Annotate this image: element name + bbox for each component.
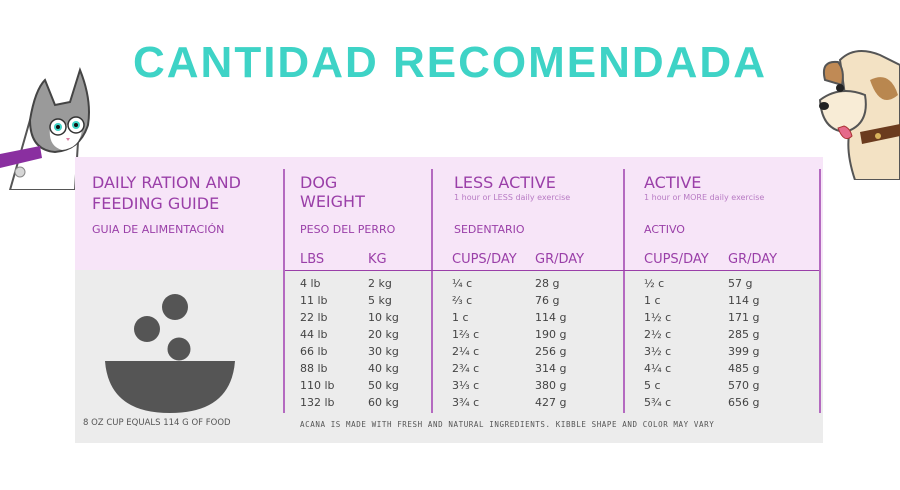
row-cups-active: 1 c bbox=[644, 294, 661, 307]
guide-title-line1: DAILY RATION AND bbox=[92, 173, 241, 192]
row-grams-active: 656 g bbox=[728, 396, 760, 409]
table-header-band bbox=[75, 157, 823, 270]
ingredients-disclaimer: ACANA IS MADE WITH FRESH AND NATURAL ING… bbox=[300, 420, 715, 429]
less-active-note: 1 hour or LESS daily exercise bbox=[454, 193, 571, 202]
feeding-guide-table: DAILY RATION AND FEEDING GUIDE GUIA DE A… bbox=[75, 157, 823, 443]
row-lbs: 66 lb bbox=[300, 345, 328, 358]
unit-cups-less: CUPS/DAY bbox=[452, 252, 517, 267]
row-cups-less: 2¼ c bbox=[452, 345, 480, 358]
row-grams-active: 171 g bbox=[728, 311, 760, 324]
row-grams-less: 380 g bbox=[535, 379, 567, 392]
unit-lbs: LBS bbox=[300, 252, 325, 267]
row-grams-active: 399 g bbox=[728, 345, 760, 358]
food-bowl-icon bbox=[105, 294, 235, 413]
row-kg: 40 kg bbox=[368, 362, 399, 375]
row-grams-less: 28 g bbox=[535, 277, 560, 290]
row-grams-less: 314 g bbox=[535, 362, 567, 375]
unit-kg: KG bbox=[368, 252, 387, 267]
row-cups-less: ⅔ c bbox=[452, 294, 473, 307]
row-cups-less: 3⅓ c bbox=[452, 379, 480, 392]
row-grams-active: 57 g bbox=[728, 277, 753, 290]
unit-grams-less: GR/DAY bbox=[535, 252, 585, 267]
column-divider bbox=[819, 169, 821, 413]
row-grams-active: 285 g bbox=[728, 328, 760, 341]
row-lbs: 44 lb bbox=[300, 328, 328, 341]
row-grams-less: 114 g bbox=[535, 311, 567, 324]
active-title: ACTIVE bbox=[644, 173, 702, 192]
row-lbs: 4 lb bbox=[300, 277, 321, 290]
row-kg: 60 kg bbox=[368, 396, 399, 409]
row-cups-less: ¼ c bbox=[452, 277, 473, 290]
row-cups-active: 5¾ c bbox=[644, 396, 672, 409]
row-grams-less: 427 g bbox=[535, 396, 567, 409]
guide-title-line2: FEEDING GUIDE bbox=[92, 194, 220, 213]
dog-illustration bbox=[818, 50, 900, 180]
row-cups-active: 4¼ c bbox=[644, 362, 672, 375]
row-cups-less: 2¾ c bbox=[452, 362, 480, 375]
cup-equivalence-note: 8 OZ CUP EQUALS 114 G OF FOOD bbox=[83, 418, 231, 428]
column-divider bbox=[431, 169, 433, 413]
row-grams-less: 76 g bbox=[535, 294, 560, 307]
row-cups-less: 1 c bbox=[452, 311, 469, 324]
row-cups-active: 1½ c bbox=[644, 311, 672, 324]
row-lbs: 110 lb bbox=[300, 379, 335, 392]
row-grams-less: 190 g bbox=[535, 328, 567, 341]
column-divider bbox=[623, 169, 625, 413]
row-cups-less: 1⅔ c bbox=[452, 328, 480, 341]
active-note: 1 hour or MORE daily exercise bbox=[644, 193, 765, 202]
row-kg: 2 kg bbox=[368, 277, 392, 290]
row-grams-active: 570 g bbox=[728, 379, 760, 392]
cat-illustration bbox=[0, 67, 90, 190]
row-kg: 30 kg bbox=[368, 345, 399, 358]
active-spanish-label: ACTIVO bbox=[644, 223, 685, 236]
row-kg: 5 kg bbox=[368, 294, 392, 307]
row-lbs: 132 lb bbox=[300, 396, 335, 409]
unit-cups-active: CUPS/DAY bbox=[644, 252, 709, 267]
guide-subtitle: GUIA DE ALIMENTACIÓN bbox=[92, 223, 225, 236]
page-title: CANTIDAD RECOMENDADA bbox=[133, 38, 767, 87]
unit-grams-active: GR/DAY bbox=[728, 252, 778, 267]
row-grams-less: 256 g bbox=[535, 345, 567, 358]
less-active-spanish-label: SEDENTARIO bbox=[454, 223, 525, 236]
header-underline bbox=[285, 270, 819, 271]
column-divider bbox=[283, 169, 285, 413]
row-lbs: 11 lb bbox=[300, 294, 328, 307]
row-cups-active: 3½ c bbox=[644, 345, 672, 358]
dog-spanish-label: PESO DEL PERRO bbox=[300, 223, 396, 236]
row-cups-active: ½ c bbox=[644, 277, 665, 290]
less-active-title: LESS ACTIVE bbox=[454, 173, 556, 192]
row-kg: 20 kg bbox=[368, 328, 399, 341]
row-kg: 50 kg bbox=[368, 379, 399, 392]
row-grams-active: 485 g bbox=[728, 362, 760, 375]
row-lbs: 88 lb bbox=[300, 362, 328, 375]
row-cups-less: 3¾ c bbox=[452, 396, 480, 409]
row-cups-active: 2½ c bbox=[644, 328, 672, 341]
row-cups-active: 5 c bbox=[644, 379, 661, 392]
dog-title-line2: WEIGHT bbox=[300, 192, 365, 211]
dog-title-line1: DOG bbox=[300, 173, 338, 192]
row-kg: 10 kg bbox=[368, 311, 399, 324]
row-lbs: 22 lb bbox=[300, 311, 328, 324]
row-grams-active: 114 g bbox=[728, 294, 760, 307]
